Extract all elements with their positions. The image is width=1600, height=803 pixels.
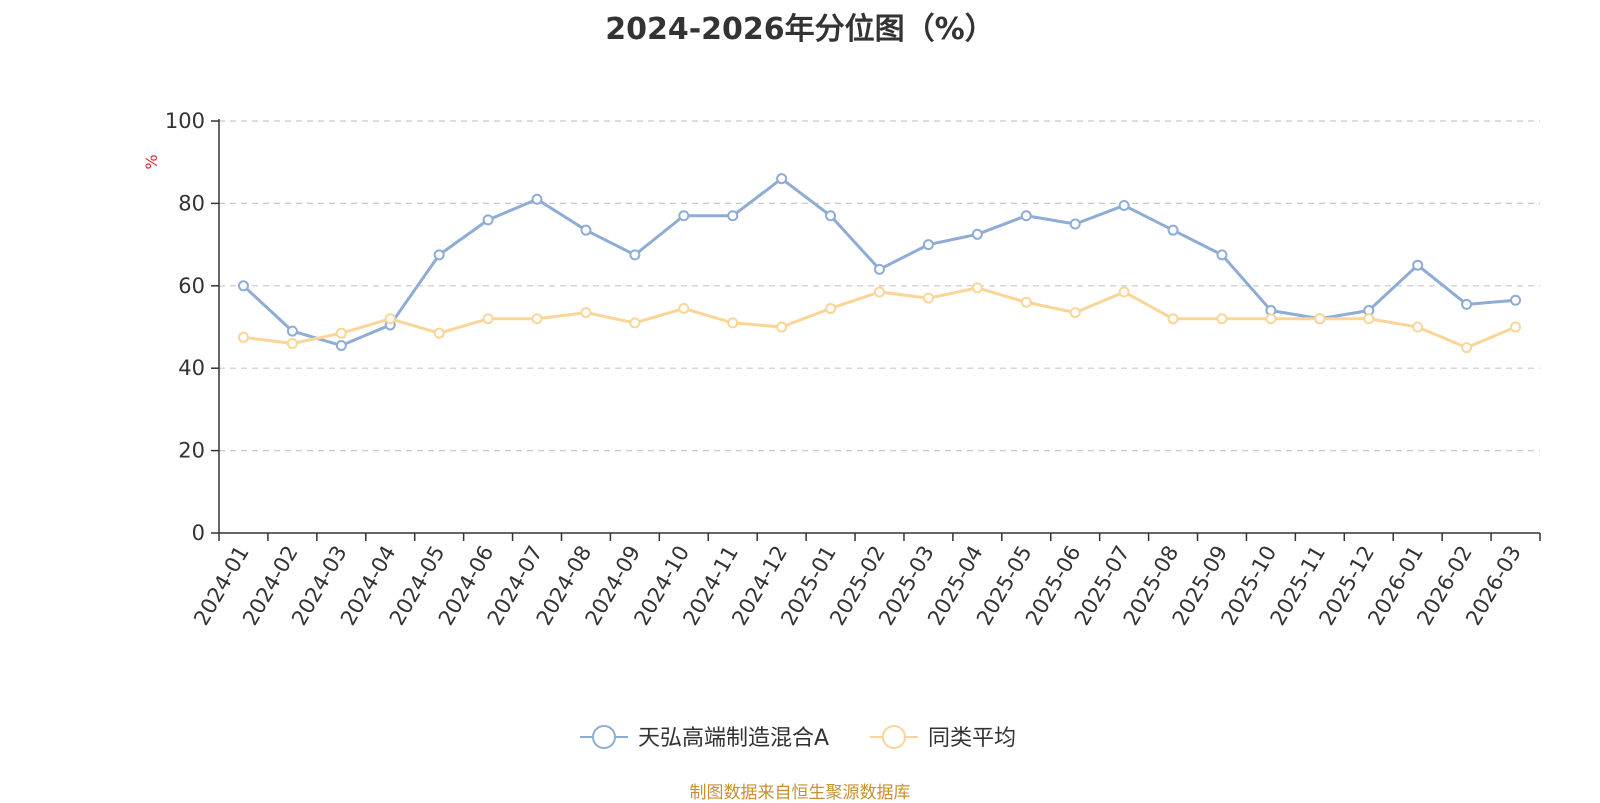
- data-point[interactable]: [971, 228, 983, 240]
- data-point[interactable]: [1216, 313, 1228, 325]
- data-point[interactable]: [1461, 298, 1473, 310]
- series-2: [237, 282, 1522, 354]
- data-point[interactable]: [1461, 342, 1473, 354]
- data-point[interactable]: [531, 313, 543, 325]
- data-point[interactable]: [776, 173, 788, 185]
- data-point[interactable]: [286, 337, 298, 349]
- data-point[interactable]: [1216, 249, 1228, 261]
- data-point[interactable]: [237, 331, 249, 343]
- data-point[interactable]: [384, 313, 396, 325]
- data-point[interactable]: [1265, 313, 1277, 325]
- series: [237, 173, 1522, 354]
- legend-swatch-marker: [882, 725, 906, 749]
- data-point[interactable]: [1412, 259, 1424, 271]
- data-point[interactable]: [1118, 199, 1130, 211]
- data-point[interactable]: [971, 282, 983, 294]
- legend-item-2[interactable]: 同类平均: [870, 725, 1016, 751]
- series-1: [237, 173, 1522, 352]
- data-point[interactable]: [580, 224, 592, 236]
- data-point[interactable]: [727, 317, 739, 329]
- y-tick-label: 80: [178, 191, 205, 215]
- data-point[interactable]: [1510, 321, 1522, 333]
- data-point[interactable]: [1118, 286, 1130, 298]
- legend-swatch-marker: [592, 725, 616, 749]
- data-point[interactable]: [531, 193, 543, 205]
- y-tick-label: 60: [178, 274, 205, 298]
- y-axis-unit-label: %: [142, 154, 161, 169]
- data-point[interactable]: [1020, 210, 1032, 222]
- data-point[interactable]: [874, 263, 885, 275]
- data-point[interactable]: [1069, 307, 1081, 319]
- data-point[interactable]: [629, 249, 641, 261]
- data-point[interactable]: [1167, 224, 1179, 236]
- data-point[interactable]: [286, 325, 298, 337]
- data-point[interactable]: [874, 286, 885, 298]
- data-point[interactable]: [335, 340, 347, 352]
- data-point[interactable]: [678, 302, 690, 314]
- data-point[interactable]: [1363, 313, 1375, 325]
- data-point[interactable]: [629, 317, 641, 329]
- data-point[interactable]: [335, 327, 347, 339]
- data-point[interactable]: [922, 292, 934, 304]
- data-point[interactable]: [1412, 321, 1424, 333]
- data-point[interactable]: [1069, 218, 1081, 230]
- gridlines: [219, 120, 1540, 452]
- data-point[interactable]: [433, 327, 445, 339]
- chart-title: 2024-2026年分位图（%）: [605, 12, 995, 47]
- data-point[interactable]: [1510, 294, 1522, 306]
- legend-label: 天弘高端制造混合A: [638, 726, 829, 751]
- data-point[interactable]: [433, 249, 445, 261]
- data-point[interactable]: [825, 302, 837, 314]
- y-tick-label: 0: [192, 521, 205, 545]
- data-point[interactable]: [1020, 296, 1032, 308]
- y-tick-label: 100: [165, 109, 205, 133]
- data-point[interactable]: [1314, 313, 1326, 325]
- data-point[interactable]: [482, 313, 494, 325]
- legend[interactable]: 天弘高端制造混合A 同类平均: [580, 725, 1016, 751]
- data-point[interactable]: [482, 214, 494, 226]
- data-point[interactable]: [727, 210, 739, 222]
- legend-label: 同类平均: [928, 726, 1016, 751]
- data-point[interactable]: [922, 239, 934, 251]
- axes: 0204060801002024-012024-022024-032024-04…: [165, 109, 1541, 629]
- data-point[interactable]: [776, 321, 788, 333]
- data-point[interactable]: [825, 210, 837, 222]
- source-note: 制图数据来自恒生聚源数据库: [689, 783, 911, 803]
- y-tick-label: 40: [178, 356, 205, 380]
- data-point[interactable]: [237, 280, 249, 292]
- y-tick-label: 20: [178, 439, 205, 463]
- data-point[interactable]: [580, 307, 592, 319]
- legend-item-1[interactable]: 天弘高端制造混合A: [580, 725, 829, 751]
- data-point[interactable]: [1167, 313, 1179, 325]
- data-point[interactable]: [678, 210, 690, 222]
